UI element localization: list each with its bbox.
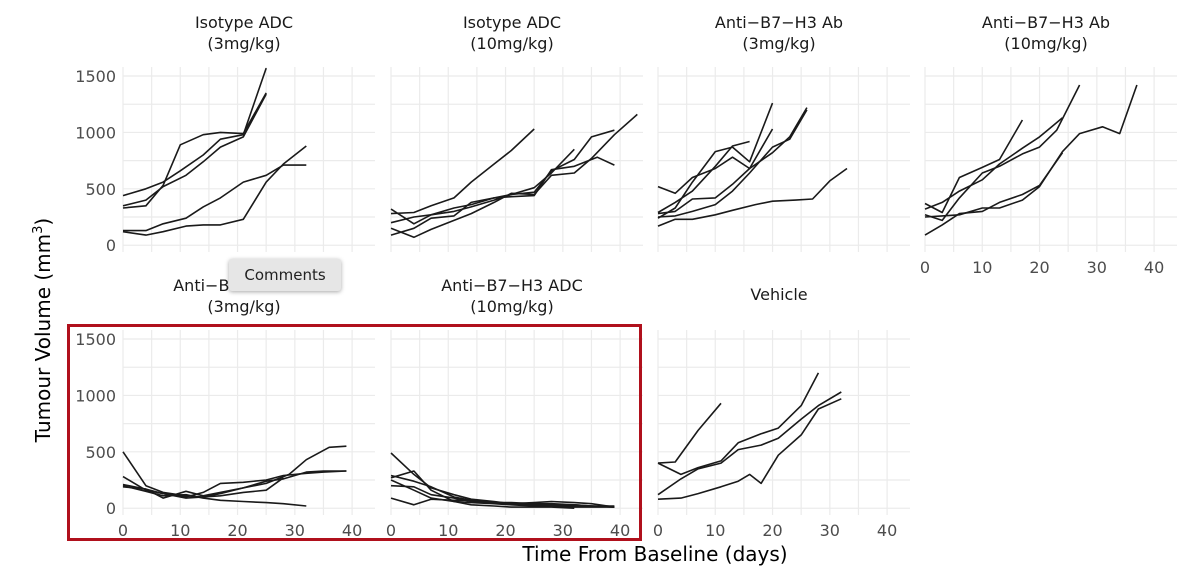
x-tick-label: 30 [1087, 258, 1107, 277]
panel-2: Anti−B7−H3 Ab (3mg/kg) [657, 13, 910, 252]
panel-title-line2: (3mg/kg) [207, 297, 280, 316]
y-tick-label: 1500 [75, 67, 116, 86]
x-tick-label: 40 [610, 521, 630, 540]
series-line [657, 167, 848, 227]
series-line [390, 129, 615, 225]
x-tick-label: 10 [438, 521, 458, 540]
y-tick-label: 0 [106, 236, 116, 255]
panel-title-line1: Anti−B7−H3 Ab [715, 13, 843, 32]
series-line [657, 140, 750, 214]
series-line [657, 109, 808, 218]
panel-3: Anti−B7−H3 Ab (10mg/kg) 0 10 20 30 40 [920, 13, 1177, 277]
series-line [390, 484, 615, 508]
series-line [122, 477, 284, 499]
series-line [924, 152, 1064, 236]
x-tick-label: 10 [972, 258, 992, 277]
panel-title-line2: (10mg/kg) [470, 297, 553, 316]
comments-tooltip[interactable]: Comments [229, 259, 341, 291]
x-tick-label: 20 [495, 521, 515, 540]
y-tick-label: 500 [85, 180, 116, 199]
series-line [122, 67, 267, 197]
x-tick-label: 20 [227, 521, 247, 540]
series-line [657, 402, 722, 464]
panel-title-line2: (3mg/kg) [207, 34, 280, 53]
y-tick-label: 0 [106, 499, 116, 518]
x-tick-label: 40 [342, 521, 362, 540]
series-line [390, 128, 535, 215]
x-tick-label: 0 [653, 521, 663, 540]
series-line [122, 92, 267, 209]
panel-title-line1: Isotype ADC [463, 13, 561, 32]
series-line [122, 93, 267, 207]
panel-0: Isotype ADC (3mg/kg) 0 500 1000 1500 [75, 13, 375, 255]
series-line [657, 372, 820, 476]
panel-1: Isotype ADC (10mg/kg) [390, 13, 643, 252]
y-tick-label: 1000 [75, 123, 116, 142]
panel-title-line2: (10mg/kg) [470, 34, 553, 53]
y-tick-label: 500 [85, 443, 116, 462]
panel-title-line1: Anti−B7−H3 Ab [982, 13, 1110, 32]
series-line [122, 145, 307, 236]
x-tick-label: 30 [285, 521, 305, 540]
series-line [657, 391, 842, 496]
series-line [390, 479, 615, 508]
x-tick-label: 40 [877, 521, 897, 540]
series-line [924, 117, 1064, 210]
series-line [924, 84, 1081, 222]
x-tick-label: 0 [118, 521, 128, 540]
panel-title-line2: (10mg/kg) [1004, 34, 1087, 53]
x-tick-label: 10 [705, 521, 725, 540]
panel-title-line1: Isotype ADC [195, 13, 293, 32]
x-axis-title: Time From Baseline (days) [521, 542, 787, 566]
x-tick-label: 20 [762, 521, 782, 540]
series-line [390, 113, 638, 239]
panel-5: Anti−B7−H3 ADC (10mg/kg) 0 10 20 30 40 [386, 276, 643, 540]
y-tick-label: 1000 [75, 386, 116, 405]
x-tick-label: 30 [820, 521, 840, 540]
panel-title-line2: (3mg/kg) [742, 34, 815, 53]
series-line [390, 470, 575, 509]
series-line [924, 119, 1024, 214]
x-tick-label: 30 [553, 521, 573, 540]
panel-title-line1: Anti−B7−H3 ADC [441, 276, 583, 295]
x-tick-label: 20 [1029, 258, 1049, 277]
x-tick-label: 0 [920, 258, 930, 277]
panel-4: Anti−B7−H3 ADC(3mg/kg)050010001500010203… [75, 276, 375, 540]
comments-tooltip-label: Comments [244, 266, 326, 284]
series-line [122, 470, 347, 499]
panel-title-line1: Vehicle [750, 285, 807, 304]
y-axis-title: Tumour Volume (mm3) [31, 218, 55, 443]
x-tick-label: 10 [170, 521, 190, 540]
panel-6: Vehicle 0 10 20 30 40 [653, 285, 910, 540]
series-line [390, 148, 575, 224]
y-tick-label: 1500 [75, 330, 116, 349]
series-line [123, 164, 307, 232]
x-tick-label: 40 [1144, 258, 1164, 277]
x-tick-label: 0 [386, 521, 396, 540]
series-line [657, 102, 774, 219]
series-line [122, 484, 307, 507]
series-line [657, 398, 842, 500]
